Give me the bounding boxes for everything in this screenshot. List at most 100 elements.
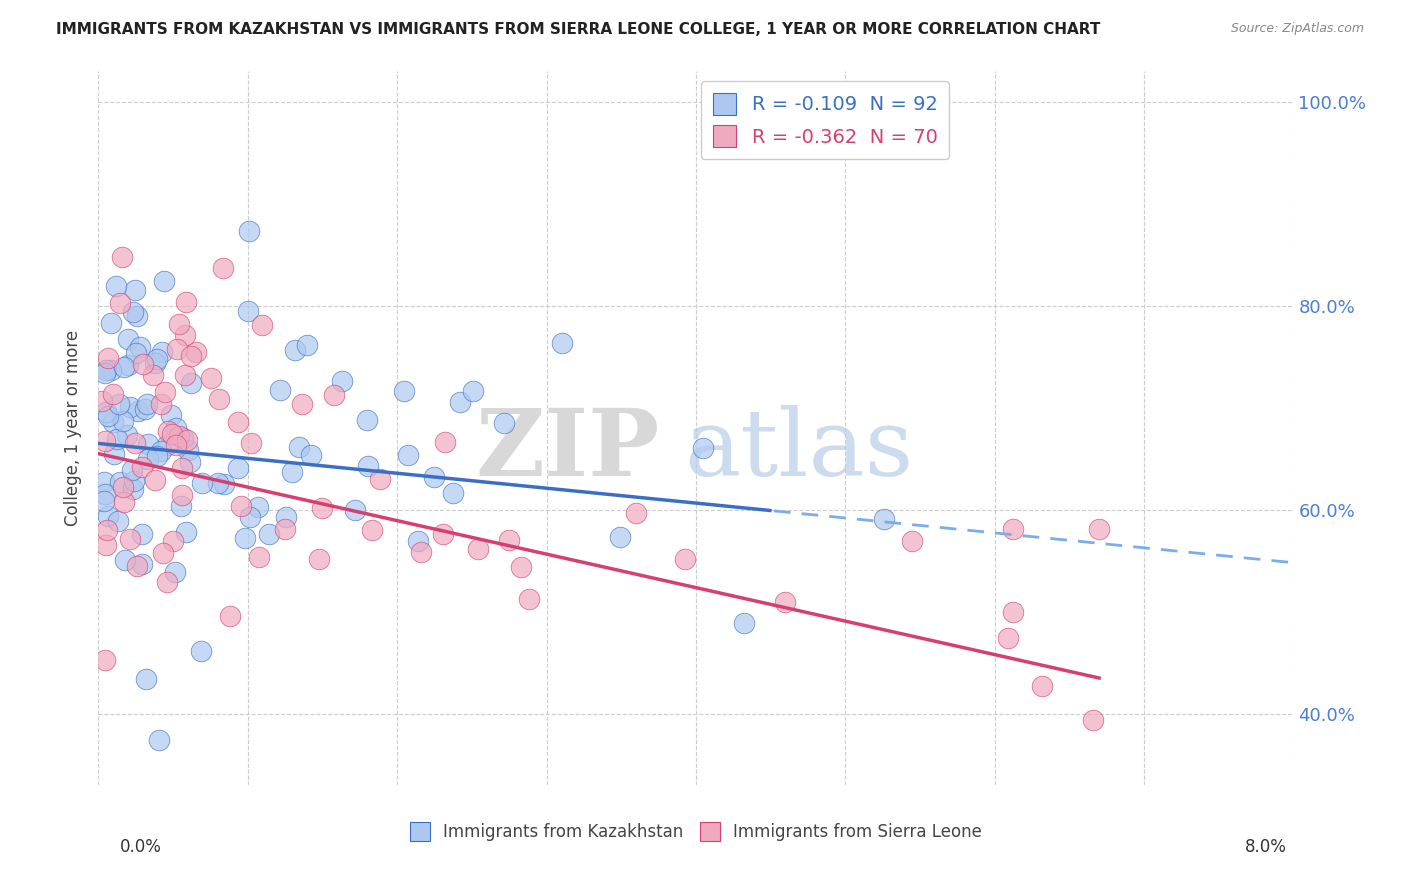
Point bbox=[146, 449, 169, 463]
Point bbox=[131, 459, 153, 474]
Point bbox=[114, 553, 136, 567]
Point bbox=[131, 357, 153, 371]
Point bbox=[157, 424, 180, 438]
Point bbox=[177, 443, 200, 458]
Point bbox=[492, 416, 515, 430]
Point bbox=[117, 427, 139, 442]
Point bbox=[368, 472, 391, 486]
Point bbox=[112, 480, 135, 494]
Point bbox=[212, 477, 235, 491]
Point bbox=[180, 376, 202, 390]
Point bbox=[166, 342, 188, 356]
Point bbox=[240, 436, 263, 450]
Point bbox=[167, 317, 190, 331]
Point bbox=[150, 345, 173, 359]
Point bbox=[675, 552, 697, 566]
Point bbox=[322, 388, 344, 402]
Point bbox=[136, 452, 159, 467]
Point bbox=[149, 397, 172, 411]
Point bbox=[297, 338, 319, 352]
Point bbox=[118, 400, 141, 414]
Point bbox=[97, 351, 120, 366]
Point bbox=[247, 549, 270, 564]
Point bbox=[609, 530, 631, 544]
Point bbox=[101, 387, 124, 401]
Point bbox=[97, 409, 120, 424]
Point bbox=[517, 592, 540, 607]
Point bbox=[330, 374, 353, 388]
Point bbox=[239, 510, 262, 524]
Point bbox=[93, 475, 115, 490]
Point bbox=[174, 294, 197, 309]
Point bbox=[149, 444, 172, 458]
Point bbox=[461, 384, 484, 398]
Text: ZIP: ZIP bbox=[475, 405, 661, 494]
Point bbox=[1081, 714, 1104, 728]
Point bbox=[105, 432, 128, 446]
Point bbox=[356, 412, 378, 426]
Point bbox=[190, 644, 212, 658]
Point bbox=[1031, 679, 1053, 693]
Point bbox=[1088, 522, 1111, 536]
Point bbox=[94, 366, 117, 380]
Point bbox=[169, 428, 191, 442]
Point bbox=[301, 448, 323, 462]
Point bbox=[143, 474, 166, 488]
Point bbox=[344, 503, 367, 517]
Text: IMMIGRANTS FROM KAZAKHSTAN VS IMMIGRANTS FROM SIERRA LEONE COLLEGE, 1 YEAR OR MO: IMMIGRANTS FROM KAZAKHSTAN VS IMMIGRANTS… bbox=[56, 22, 1101, 37]
Point bbox=[218, 609, 240, 624]
Legend: Immigrants from Kazakhstan, Immigrants from Sierra Leone: Immigrants from Kazakhstan, Immigrants f… bbox=[404, 815, 988, 848]
Point bbox=[269, 383, 291, 397]
Point bbox=[873, 511, 896, 525]
Point bbox=[131, 527, 153, 541]
Point bbox=[90, 393, 112, 408]
Point bbox=[112, 414, 135, 428]
Text: atlas: atlas bbox=[685, 405, 914, 494]
Point bbox=[111, 250, 134, 264]
Point bbox=[274, 510, 297, 524]
Point bbox=[396, 448, 419, 462]
Point bbox=[233, 531, 256, 545]
Point bbox=[160, 427, 183, 442]
Point bbox=[409, 545, 432, 559]
Point bbox=[173, 327, 195, 342]
Point bbox=[257, 527, 280, 541]
Point bbox=[135, 672, 157, 686]
Point bbox=[200, 370, 222, 384]
Point bbox=[96, 363, 118, 377]
Point bbox=[124, 283, 146, 297]
Point bbox=[186, 345, 208, 359]
Point bbox=[100, 363, 122, 377]
Point bbox=[101, 415, 124, 429]
Point bbox=[311, 500, 333, 515]
Point bbox=[94, 434, 117, 449]
Point bbox=[238, 223, 260, 237]
Point bbox=[127, 404, 149, 418]
Point bbox=[125, 310, 148, 324]
Point bbox=[247, 500, 270, 514]
Point bbox=[136, 437, 159, 451]
Point bbox=[180, 349, 202, 363]
Point bbox=[467, 541, 489, 556]
Point bbox=[122, 475, 145, 489]
Text: 8.0%: 8.0% bbox=[1244, 838, 1286, 856]
Point bbox=[773, 594, 796, 608]
Point bbox=[288, 441, 311, 455]
Point bbox=[124, 436, 146, 450]
Point bbox=[191, 475, 214, 490]
Point bbox=[308, 552, 330, 566]
Point bbox=[624, 506, 647, 520]
Text: Source: ZipAtlas.com: Source: ZipAtlas.com bbox=[1230, 22, 1364, 36]
Point bbox=[733, 615, 755, 630]
Point bbox=[174, 524, 197, 539]
Point bbox=[172, 460, 194, 475]
Point bbox=[125, 345, 148, 359]
Point bbox=[110, 296, 132, 310]
Point bbox=[509, 560, 531, 574]
Point bbox=[121, 304, 143, 318]
Point bbox=[142, 368, 165, 383]
Point bbox=[156, 438, 179, 452]
Point bbox=[94, 653, 117, 667]
Point bbox=[229, 499, 252, 513]
Point bbox=[208, 392, 231, 406]
